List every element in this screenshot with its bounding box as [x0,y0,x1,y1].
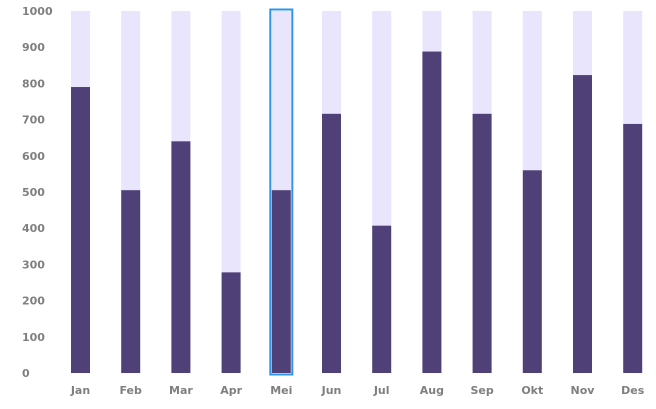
bar-jan[interactable] [71,87,90,374]
x-tick-label: Mei [270,384,292,397]
x-tick-label: Mar [169,384,193,397]
x-tick-label: Okt [521,384,543,397]
bar-des[interactable] [623,123,643,373]
bar-apr[interactable] [221,272,241,373]
x-tick-label: Des [621,384,645,397]
y-tick-label: 300 [22,258,45,271]
x-axis: Jan Feb Mar Apr Mei Jun Jul Aug Sep Okt Nov Des [70,384,645,397]
y-tick-label: 200 [22,295,45,308]
x-tick-label: Feb [119,384,142,397]
y-axis: 0 100 200 300 400 500 600 700 800 900 1000 [22,5,53,380]
bar-nov[interactable] [573,75,592,373]
y-tick-label: 1000 [22,5,53,18]
bar-aug[interactable] [422,51,442,373]
y-tick-label: 500 [22,186,45,199]
y-tick-label: 900 [22,41,45,54]
y-tick-label: 100 [22,331,45,344]
bar-highlight-outline [269,8,294,376]
bar-jul[interactable] [372,225,392,373]
x-tick-label: Apr [220,384,242,397]
y-tick-label: 0 [22,367,30,380]
x-tick-label: Jun [321,384,342,397]
x-tick-label: Jul [373,384,390,397]
bar-feb[interactable] [121,190,141,373]
bar-mei[interactable] [271,190,291,373]
bars [71,8,643,376]
y-tick-label: 700 [22,114,45,127]
y-tick-label: 600 [22,150,45,163]
bar-sep[interactable] [472,113,492,374]
x-tick-label: Nov [571,384,596,397]
x-tick-label: Aug [420,384,444,397]
bar-mar[interactable] [171,141,191,373]
y-tick-label: 400 [22,222,45,235]
bar-okt[interactable] [522,170,542,373]
x-tick-label: Sep [470,384,493,397]
x-tick-label: Jan [70,384,90,397]
y-tick-label: 800 [22,77,45,90]
bar-jun[interactable] [322,113,341,374]
